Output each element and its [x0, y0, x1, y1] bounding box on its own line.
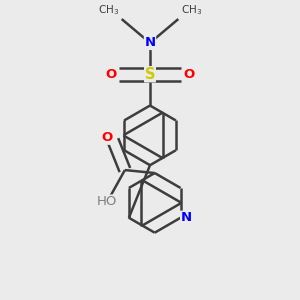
Text: N: N	[181, 211, 192, 224]
Text: S: S	[145, 67, 155, 82]
Text: N: N	[144, 36, 156, 50]
Text: O: O	[105, 68, 116, 81]
Text: CH$_3$: CH$_3$	[181, 3, 202, 16]
Text: O: O	[102, 131, 113, 144]
Text: CH$_3$: CH$_3$	[98, 3, 119, 16]
Text: HO: HO	[97, 195, 117, 208]
Text: O: O	[184, 68, 195, 81]
